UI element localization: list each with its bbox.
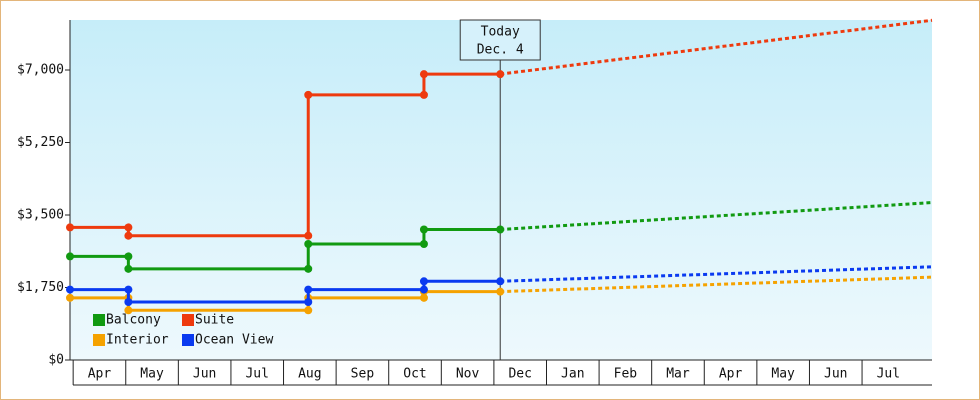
today-label: Dec. 4: [477, 43, 524, 58]
y-tick-label: $0: [48, 353, 64, 368]
x-tick-label: Feb: [614, 367, 638, 382]
point: [419, 240, 428, 249]
point: [66, 293, 74, 302]
legend-label: Balcony: [106, 313, 161, 328]
today-box: [459, 19, 541, 61]
today-label: Today: [481, 25, 520, 40]
point: [419, 285, 428, 294]
legend-swatch: [93, 334, 105, 346]
x-tick-label: May: [140, 367, 164, 382]
legend-swatch: [182, 334, 194, 346]
point: [124, 252, 133, 261]
point: [124, 285, 133, 294]
point: [66, 223, 74, 232]
legend-swatch: [182, 314, 194, 326]
point: [419, 293, 428, 302]
point: [496, 70, 505, 79]
x-tick-label: Jun: [193, 367, 216, 382]
x-tick-label: Sep: [351, 367, 375, 382]
point: [419, 90, 428, 99]
point: [496, 225, 505, 234]
point: [419, 70, 428, 79]
legend-label: Ocean View: [195, 333, 273, 348]
forecast-line: [500, 265, 933, 283]
point: [304, 264, 313, 273]
point: [124, 264, 133, 273]
point: [419, 277, 428, 286]
y-tick-label: $3,500: [17, 208, 64, 223]
y-tick-label: $5,250: [17, 135, 64, 150]
x-tick-label: Oct: [403, 367, 426, 382]
x-tick-label: Jul: [877, 367, 900, 382]
x-tick-label: Aug: [298, 367, 321, 382]
x-tick-label: Dec: [508, 367, 531, 382]
x-tick-label: Apr: [719, 367, 743, 382]
point: [304, 240, 313, 249]
x-tick-label: Nov: [456, 367, 480, 382]
x-tick-label: May: [771, 367, 795, 382]
forecast-line: [500, 275, 933, 294]
legend-swatch: [93, 314, 105, 326]
point: [419, 225, 428, 234]
legend-label: Interior: [106, 333, 169, 348]
legend-label: Suite: [195, 313, 234, 328]
point: [66, 285, 74, 294]
x-tick-label: Jun: [824, 367, 847, 382]
point: [66, 252, 74, 261]
point: [496, 287, 505, 296]
x-tick-label: Mar: [666, 367, 690, 382]
point: [304, 90, 313, 99]
x-tick-label: Apr: [88, 367, 112, 382]
point: [124, 223, 133, 232]
forecast-line: [500, 201, 933, 231]
point: [304, 298, 313, 307]
point: [124, 306, 133, 315]
point: [124, 231, 133, 240]
point: [304, 231, 313, 240]
point: [124, 298, 133, 307]
point: [304, 285, 313, 294]
y-tick-label: $7,000: [17, 63, 64, 78]
point: [496, 277, 505, 286]
x-tick-label: Jan: [561, 367, 584, 382]
x-tick-label: Jul: [245, 367, 268, 382]
point: [304, 306, 313, 315]
forecast-line: [500, 18, 933, 76]
y-tick-label: $1,750: [17, 280, 64, 295]
